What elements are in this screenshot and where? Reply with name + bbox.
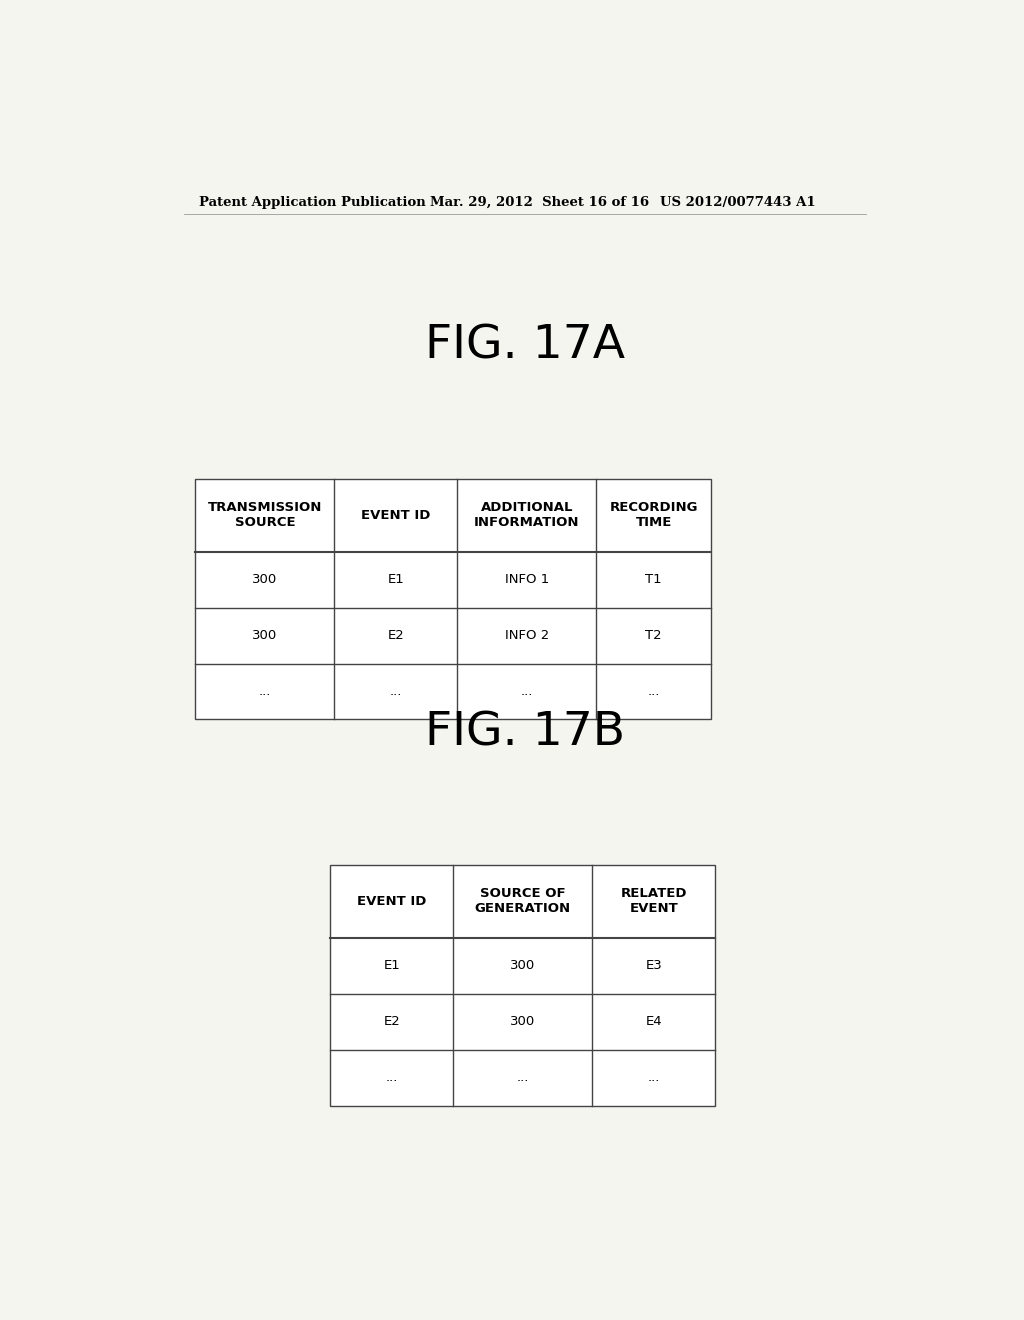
Text: FIG. 17B: FIG. 17B xyxy=(425,710,625,755)
Text: ...: ... xyxy=(259,685,271,698)
Text: E1: E1 xyxy=(387,573,404,586)
Text: ADDITIONAL
INFORMATION: ADDITIONAL INFORMATION xyxy=(474,502,580,529)
Text: INFO 2: INFO 2 xyxy=(505,630,549,642)
Text: T1: T1 xyxy=(645,573,663,586)
Text: FIG. 17A: FIG. 17A xyxy=(425,323,625,368)
Text: Mar. 29, 2012  Sheet 16 of 16: Mar. 29, 2012 Sheet 16 of 16 xyxy=(430,195,648,209)
Text: E2: E2 xyxy=(384,1015,400,1028)
Text: RECORDING
TIME: RECORDING TIME xyxy=(609,502,698,529)
Text: 300: 300 xyxy=(252,573,278,586)
Text: 300: 300 xyxy=(252,630,278,642)
Text: TRANSMISSION
SOURCE: TRANSMISSION SOURCE xyxy=(208,502,323,529)
Text: 300: 300 xyxy=(510,1015,536,1028)
Text: ...: ... xyxy=(386,1072,398,1084)
Bar xyxy=(331,865,716,1106)
Text: E2: E2 xyxy=(387,630,404,642)
Text: ...: ... xyxy=(647,685,659,698)
Text: ...: ... xyxy=(390,685,402,698)
Text: ...: ... xyxy=(647,1072,659,1084)
Text: SOURCE OF
GENERATION: SOURCE OF GENERATION xyxy=(475,887,570,915)
Text: E4: E4 xyxy=(645,1015,663,1028)
Text: INFO 1: INFO 1 xyxy=(505,573,549,586)
Text: EVENT ID: EVENT ID xyxy=(361,508,430,521)
Text: T2: T2 xyxy=(645,630,663,642)
Text: ...: ... xyxy=(517,1072,529,1084)
Text: US 2012/0077443 A1: US 2012/0077443 A1 xyxy=(659,195,815,209)
Text: ...: ... xyxy=(520,685,532,698)
Text: 300: 300 xyxy=(510,960,536,973)
Text: E1: E1 xyxy=(384,960,400,973)
Text: RELATED
EVENT: RELATED EVENT xyxy=(621,887,687,915)
Text: EVENT ID: EVENT ID xyxy=(357,895,427,908)
Text: E3: E3 xyxy=(645,960,663,973)
Text: Patent Application Publication: Patent Application Publication xyxy=(200,195,426,209)
Bar xyxy=(196,479,712,719)
